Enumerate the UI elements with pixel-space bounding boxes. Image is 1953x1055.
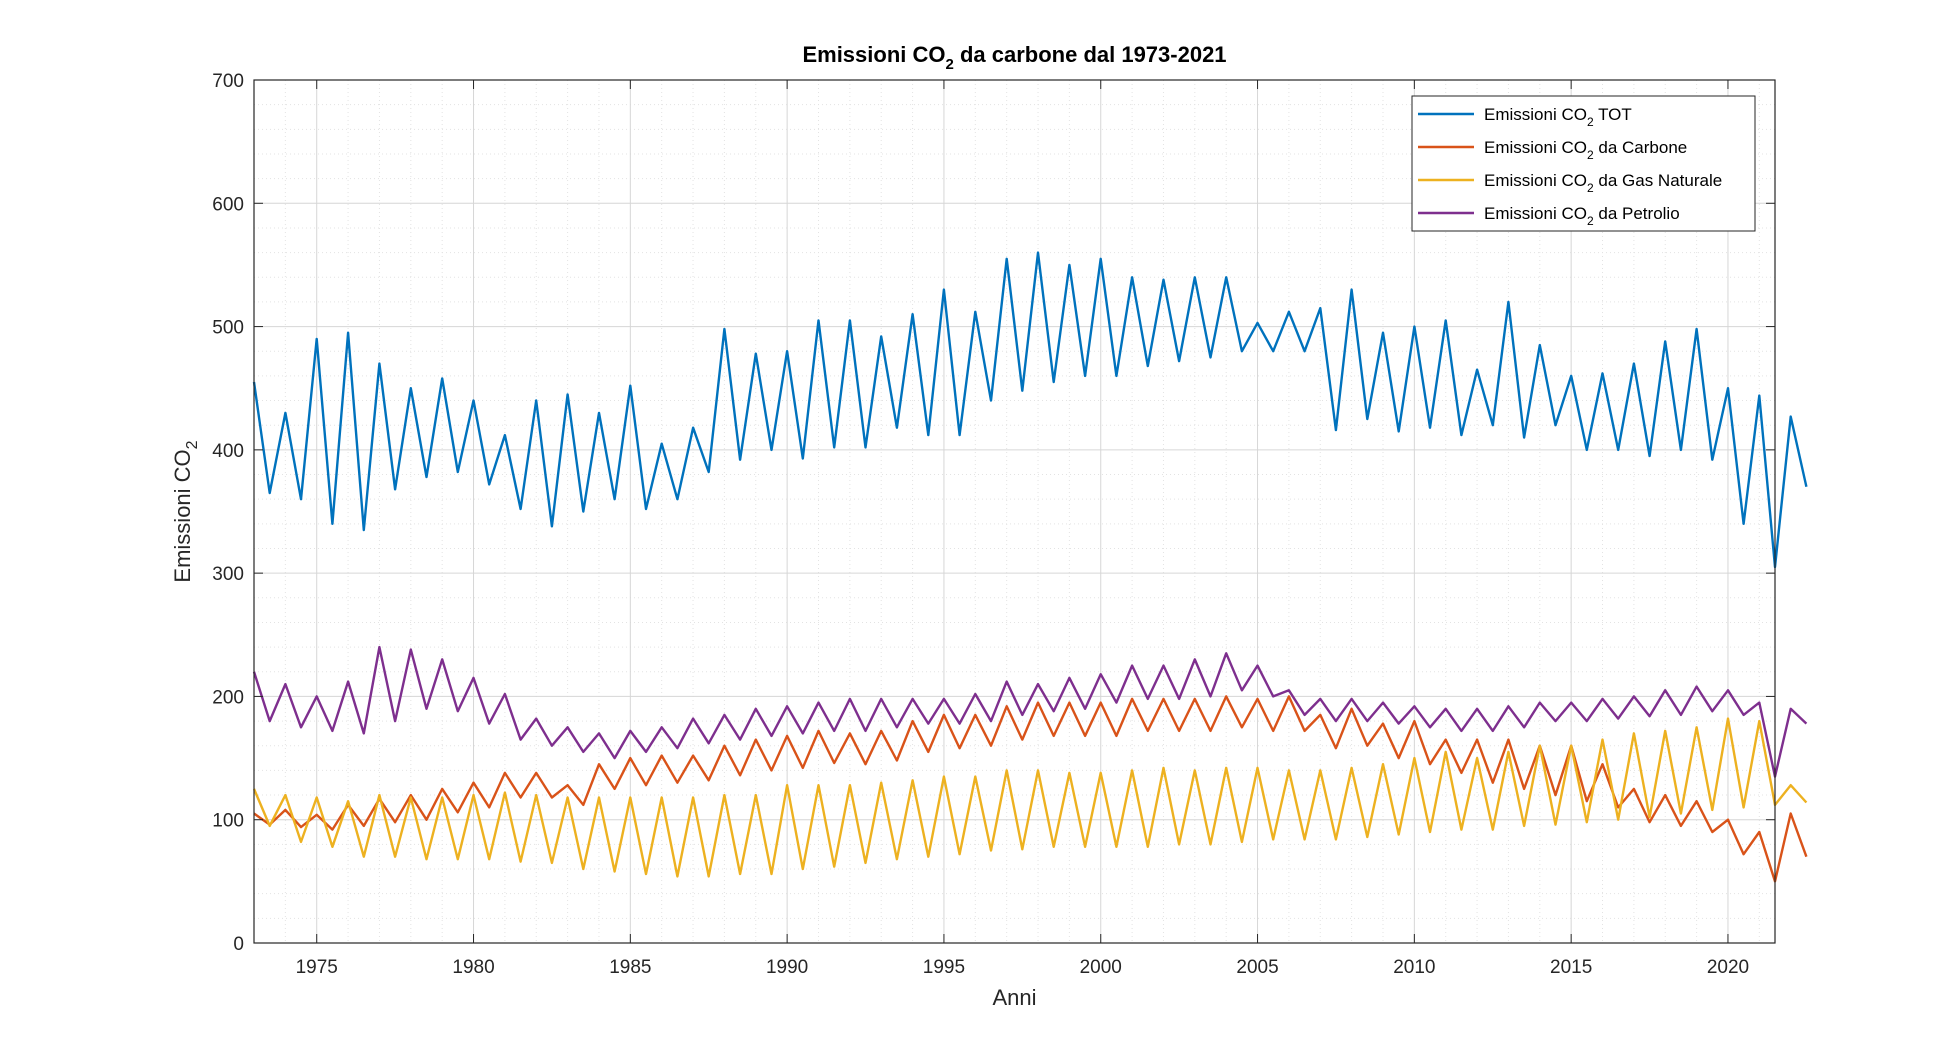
x-tick-label: 2015 (1550, 957, 1592, 978)
x-tick-label: 1985 (609, 957, 651, 978)
y-tick-label: 400 (212, 441, 244, 462)
x-tick-label: 2010 (1393, 957, 1435, 978)
x-tick-label: 2005 (1236, 957, 1278, 978)
x-tick-label: 1980 (452, 957, 494, 978)
legend-label: Emissioni CO2 TOT (1484, 105, 1632, 129)
y-tick-labels: 0 100 200 300 400 500 600 700 (212, 71, 244, 955)
y-tick-label: 700 (212, 71, 244, 92)
y-tick-label: 0 (233, 934, 244, 955)
x-tick-label: 1975 (296, 957, 338, 978)
x-tick-label: 1990 (766, 957, 808, 978)
x-axis-label: Anni (992, 985, 1036, 1010)
legend-entries: Emissioni CO2 TOT Emissioni CO2 da Carbon… (1418, 105, 1722, 228)
y-tick-label: 500 (212, 318, 244, 339)
series-line-1 (252, 251, 1808, 569)
y-axis-label: Emissioni CO2 (170, 440, 201, 582)
y-tick-label: 300 (212, 564, 244, 585)
chart-title: Emissioni CO2 da carbone dal 1973-2021 (802, 42, 1226, 73)
y-tick-label: 200 (212, 687, 244, 708)
y-tick-label: 600 (212, 194, 244, 215)
series-line-4 (252, 645, 1808, 778)
x-tick-label: 1995 (923, 957, 965, 978)
legend-box (1411, 95, 1756, 232)
legend-label: Emissioni CO2 da Carbone (1484, 138, 1687, 162)
legend-label: Emissioni CO2 da Gas Naturale (1484, 171, 1722, 195)
y-tick-label: 100 (212, 811, 244, 832)
axes-box (253, 79, 1776, 944)
axis-ticks (254, 79, 1775, 944)
legend: Emissioni CO2 TOT Emissioni CO2 da Carbon… (1411, 95, 1756, 232)
series-lines (252, 251, 1808, 883)
series-line-3 (252, 717, 1808, 878)
x-tick-label: 2000 (1080, 957, 1122, 978)
legend-label: Emissioni CO2 da Petrolio (1484, 204, 1680, 228)
x-tick-labels: 1975 1980 1985 1990 1995 2000 2005 2010 2015 2020 (296, 957, 1750, 978)
series-line-2 (253, 695, 1808, 883)
x-tick-label: 2020 (1707, 957, 1749, 978)
